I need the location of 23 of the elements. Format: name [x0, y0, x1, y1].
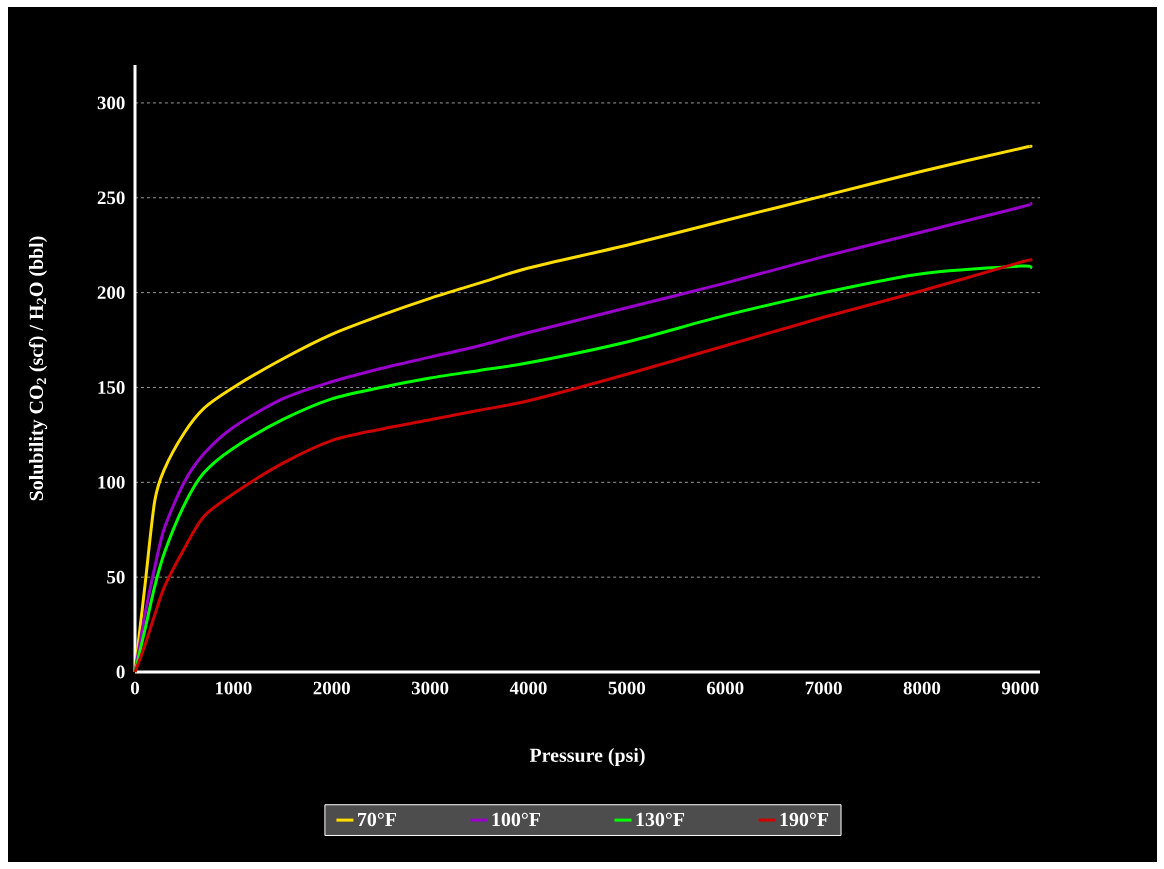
- x-tick-label: 5000: [608, 681, 646, 695]
- legend-label: 190°F: [780, 812, 829, 827]
- y-tick-label: 50: [107, 570, 125, 584]
- x-tick-label: 1000: [215, 681, 252, 695]
- y-axis-title: Solubility CO$_{2}$ (scf) / H$_{2}$O (bbl): [28, 236, 48, 501]
- y-tick-label: 150: [98, 381, 125, 394]
- y-tick-label: 300: [97, 96, 125, 110]
- x-tick-label: 9000: [1001, 681, 1039, 695]
- x-tick-label: 8000: [903, 681, 941, 695]
- y-tick-label: 250: [97, 191, 125, 205]
- legend-label: 100°F: [492, 812, 541, 827]
- x-tick-label: 3000: [411, 681, 449, 695]
- x-tick-label: 2000: [313, 681, 350, 695]
- y-tick-label: 0: [116, 665, 125, 679]
- legend-label: 130°F: [636, 812, 685, 827]
- x-tick-label: 0: [130, 681, 139, 695]
- legend-label: 70°F: [358, 812, 397, 827]
- x-tick-label: 4000: [509, 681, 547, 695]
- x-axis-title: Pressure (psi): [529, 747, 645, 767]
- y-tick-label: 200: [97, 286, 125, 300]
- x-tick-label: 6000: [706, 681, 744, 695]
- y-tick-label: 100: [98, 475, 125, 489]
- x-tick-label: 7000: [805, 681, 842, 695]
